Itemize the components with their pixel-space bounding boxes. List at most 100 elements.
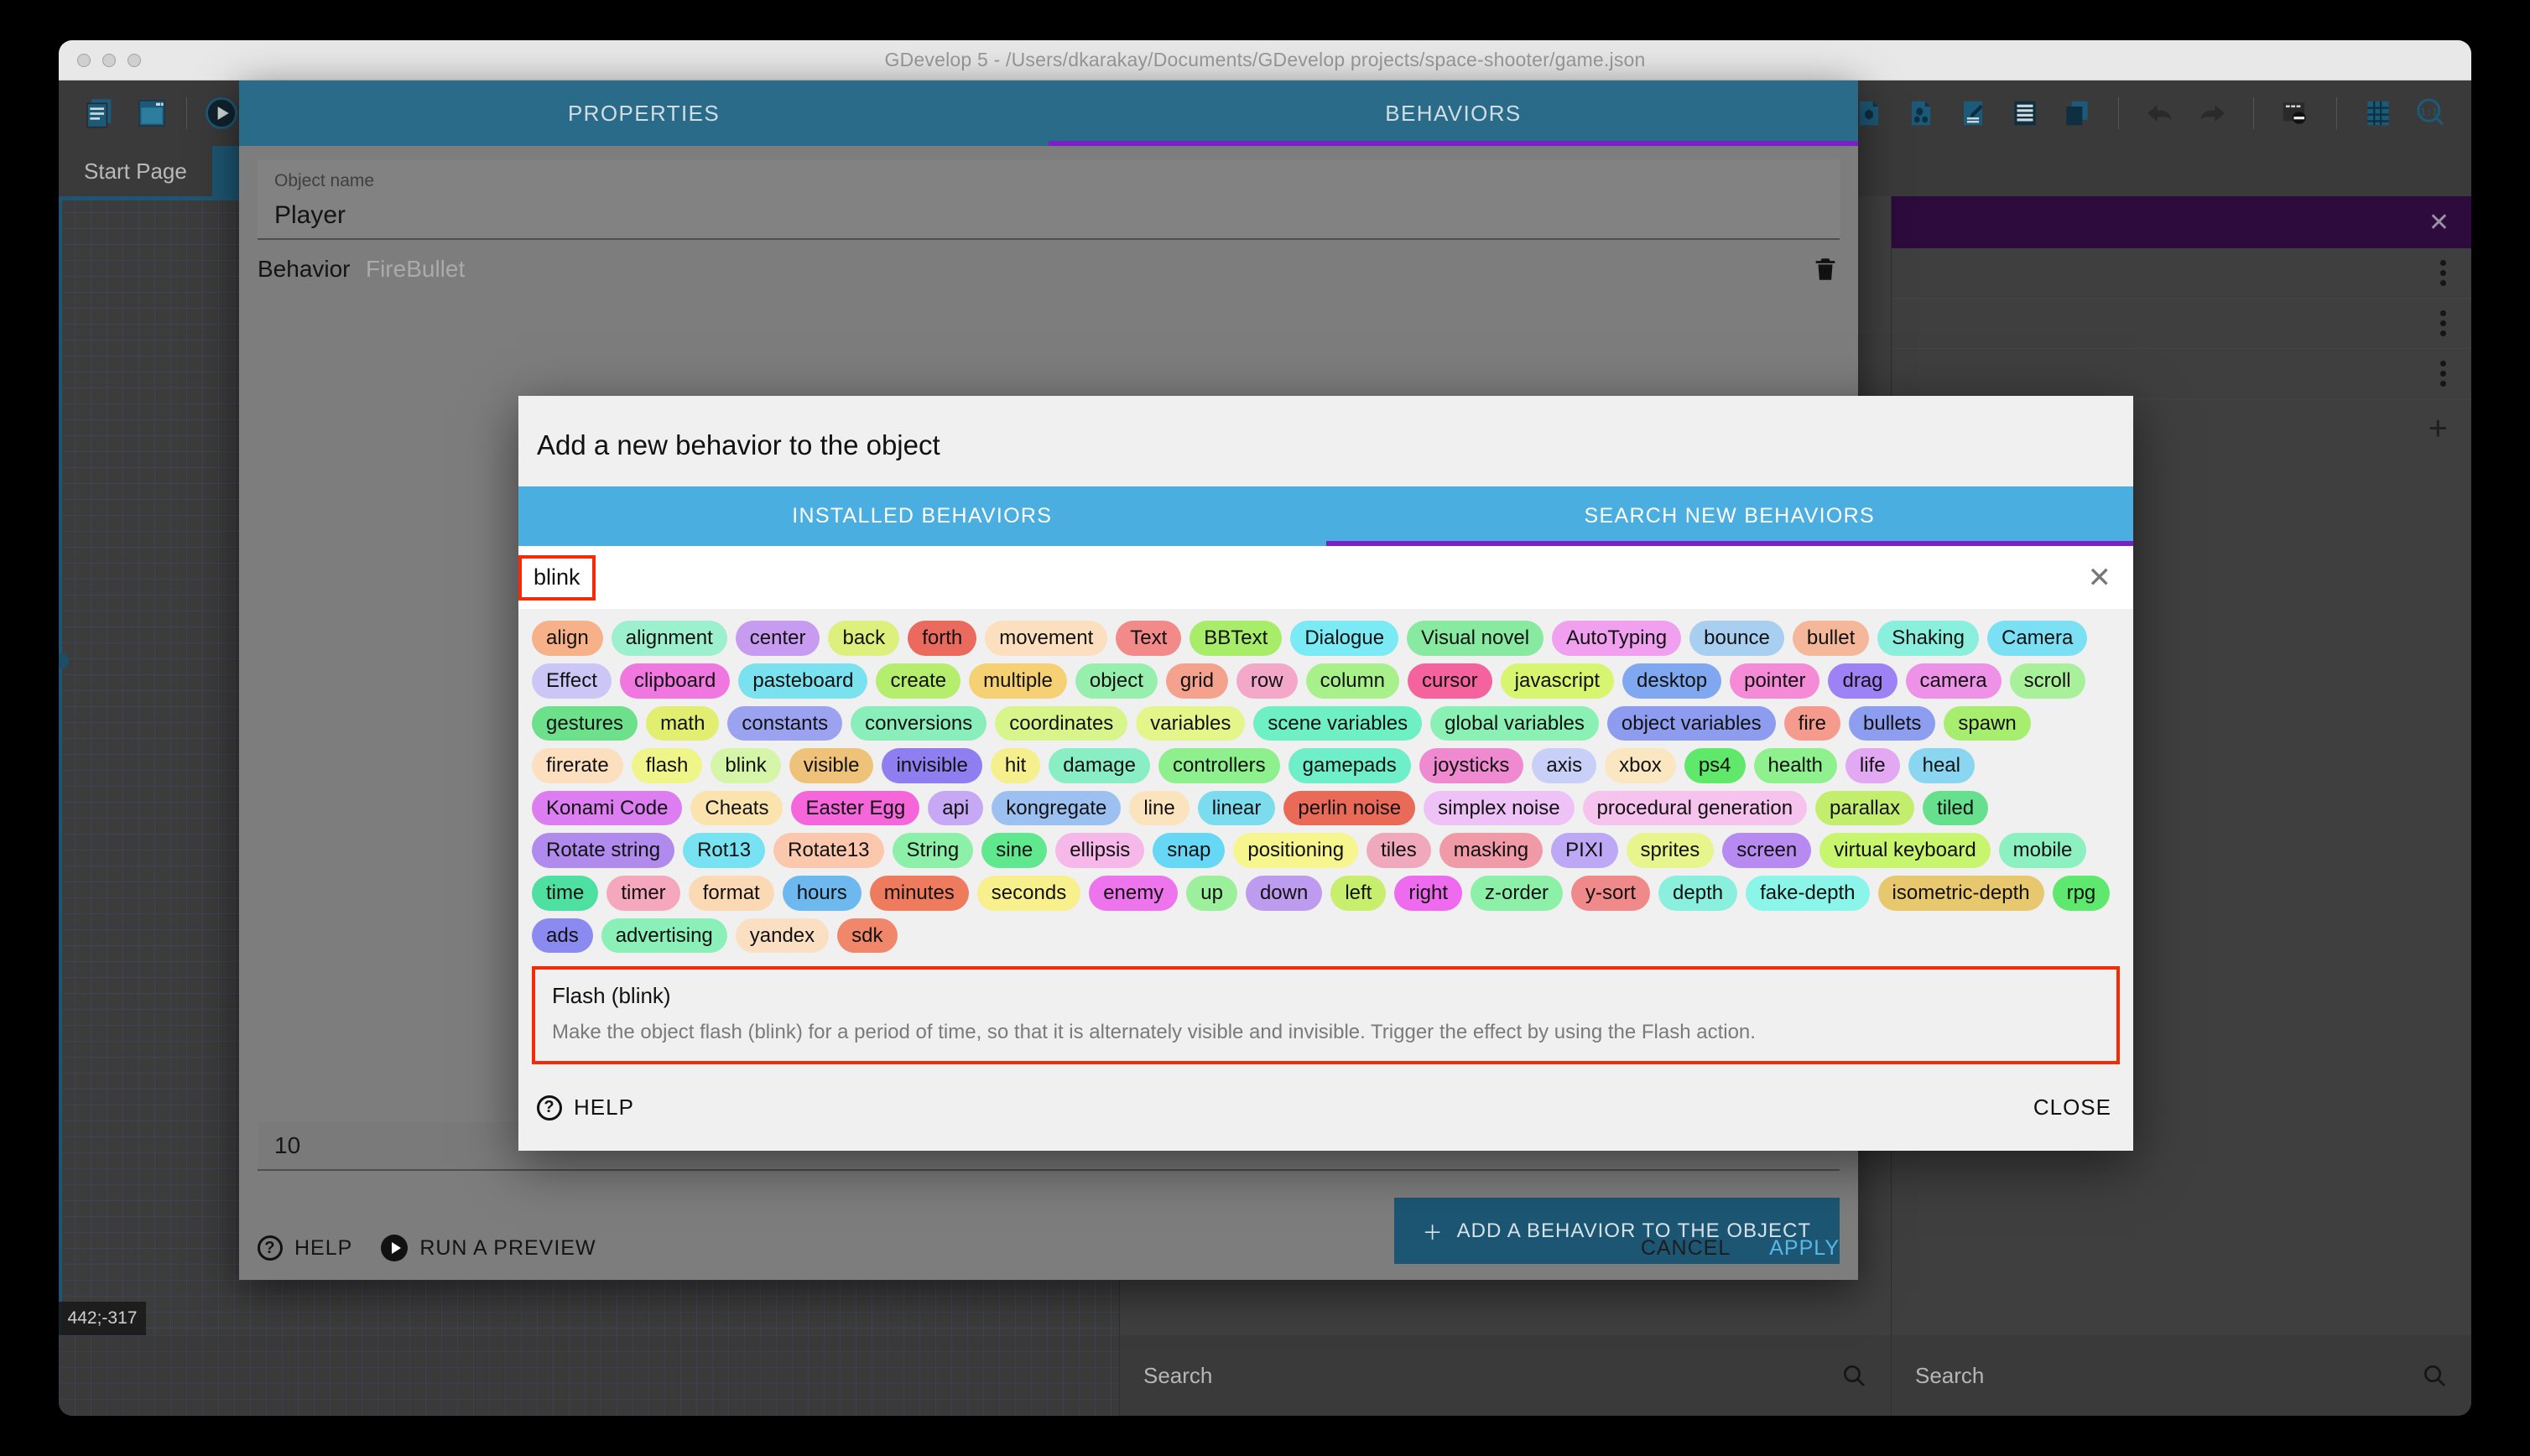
undo-icon[interactable] (2137, 91, 2183, 136)
tag-chip[interactable]: scroll (2009, 663, 2085, 699)
tab-installed-behaviors[interactable]: INSTALLED BEHAVIORS (518, 486, 1326, 546)
search-icon[interactable] (2421, 1362, 2448, 1389)
tag-chip[interactable]: gamepads (1288, 748, 1411, 783)
tag-chip[interactable]: camera (1905, 663, 2002, 699)
tag-chip[interactable]: hit (990, 748, 1041, 783)
tag-chip[interactable]: align (532, 621, 603, 656)
tag-chip[interactable]: fire (1783, 705, 1840, 741)
tag-chip[interactable]: minutes (869, 875, 969, 911)
tag-chip[interactable]: hours (782, 875, 862, 911)
tab-properties[interactable]: PROPERTIES (239, 81, 1049, 146)
tag-chip[interactable]: yandex (735, 918, 830, 954)
scene-editor-icon[interactable] (129, 91, 174, 136)
tag-chip[interactable]: y-sort (1571, 875, 1651, 911)
tag-chip[interactable]: advertising (601, 918, 727, 954)
kebab-menu-icon[interactable] (2440, 361, 2446, 387)
kebab-menu-icon[interactable] (2440, 260, 2446, 286)
group-row[interactable] (1892, 248, 2471, 299)
tag-chip[interactable]: line (1129, 790, 1190, 826)
tag-chip[interactable]: pasteboard (738, 663, 868, 699)
maximize-window-button[interactable] (128, 53, 141, 67)
tag-chip[interactable]: Rotate string (532, 833, 675, 868)
tag-chip[interactable]: tiled (1923, 790, 1989, 826)
tag-chip[interactable]: damage (1049, 748, 1150, 783)
tag-chip[interactable]: ads (532, 918, 593, 954)
apply-button[interactable]: APPLY (1769, 1235, 1840, 1260)
tag-chip[interactable]: perlin noise (1283, 790, 1416, 826)
tag-chip[interactable]: Shaking (1877, 621, 1979, 656)
tag-chip[interactable]: bullets (1849, 705, 1936, 741)
close-icon[interactable]: ✕ (2087, 561, 2112, 594)
object-name-field[interactable]: Object name Player (258, 159, 1840, 240)
tag-chip[interactable]: sdk (837, 918, 898, 954)
tag-chip[interactable]: bullet (1792, 621, 1870, 656)
tag-chip[interactable]: axis (1532, 748, 1597, 783)
tag-chip[interactable]: snap (1153, 833, 1226, 868)
tag-chip[interactable]: z-order (1471, 875, 1564, 911)
objects-search-field[interactable]: Search (1119, 1335, 1891, 1416)
tag-chip[interactable]: joysticks (1419, 748, 1524, 783)
tag-chip[interactable]: column (1305, 663, 1399, 699)
cancel-button[interactable]: CANCEL (1640, 1235, 1731, 1260)
tag-chip[interactable]: Rotate13 (773, 833, 884, 868)
tag-chip[interactable]: desktop (1622, 663, 1722, 699)
kebab-menu-icon[interactable] (2440, 310, 2446, 336)
close-window-button[interactable] (77, 53, 91, 67)
new-object-icon[interactable] (1846, 91, 1892, 136)
tag-chip[interactable]: up (1186, 875, 1237, 911)
group-row[interactable] (1892, 299, 2471, 349)
tab-behaviors[interactable]: BEHAVIORS (1049, 81, 1858, 146)
trash-icon[interactable] (1811, 255, 1840, 283)
tag-chip[interactable]: life (1845, 748, 1900, 783)
tag-chip[interactable]: gestures (532, 705, 638, 741)
tag-chip[interactable]: Rot13 (683, 833, 766, 868)
tag-chip[interactable]: mobile (1998, 833, 2087, 868)
tag-chip[interactable]: Camera (1986, 621, 2088, 656)
tag-chip[interactable]: seconds (976, 875, 1081, 911)
tag-chip[interactable]: object variables (1606, 705, 1776, 741)
hide-instances-icon[interactable] (2272, 91, 2318, 136)
tag-chip[interactable]: PIXI (1551, 833, 1618, 868)
tag-chip[interactable]: Konami Code (532, 790, 683, 826)
add-behavior-button[interactable]: ＋ ADD A BEHAVIOR TO THE OBJECT (1393, 1198, 1840, 1264)
tag-chip[interactable]: api (928, 790, 984, 826)
edit-object-icon[interactable] (1950, 91, 1996, 136)
search-input[interactable]: blink (518, 554, 596, 601)
tag-chip[interactable]: pointer (1730, 663, 1820, 699)
tag-chip[interactable]: time (532, 875, 599, 911)
help-button[interactable]: ? HELP (258, 1235, 352, 1261)
tag-chip[interactable]: alignment (611, 621, 727, 656)
tag-chip[interactable]: Cheats (690, 790, 783, 826)
tag-chip[interactable]: ellipsis (1055, 833, 1145, 868)
tab-search-new-behaviors[interactable]: SEARCH NEW BEHAVIORS (1326, 486, 2134, 546)
new-object-from-asset-icon[interactable] (1898, 91, 1944, 136)
tag-chip[interactable]: BBText (1190, 621, 1283, 656)
redo-icon[interactable] (2189, 91, 2235, 136)
tag-chip[interactable]: Easter Egg (791, 790, 920, 826)
tag-chip[interactable]: Dialogue (1290, 621, 1399, 656)
minimize-window-button[interactable] (102, 53, 116, 67)
tag-chip[interactable]: multiple (969, 663, 1067, 699)
tag-chip[interactable]: String (892, 833, 974, 868)
tag-chip[interactable]: sprites (1626, 833, 1715, 868)
behavior-item-row[interactable]: Behavior FireBullet (258, 255, 1840, 283)
tag-chip[interactable]: tiles (1367, 833, 1431, 868)
tag-chip[interactable]: invisible (882, 748, 982, 783)
tag-chip[interactable]: spawn (1944, 705, 2031, 741)
tag-chip[interactable]: health (1753, 748, 1837, 783)
close-button[interactable]: CLOSE (2033, 1095, 2111, 1121)
tag-chip[interactable]: simplex noise (1424, 790, 1575, 826)
tag-chip[interactable]: grid (1165, 663, 1228, 699)
tag-chip[interactable]: bounce (1689, 621, 1784, 656)
help-button[interactable]: ? HELP (537, 1095, 634, 1121)
group-row[interactable] (1892, 349, 2471, 399)
tag-chip[interactable]: constants (727, 705, 843, 741)
tag-chip[interactable]: object (1075, 663, 1158, 699)
tag-chip[interactable]: right (1394, 875, 1463, 911)
tag-chip[interactable]: visible (789, 748, 874, 783)
tag-chip[interactable]: procedural generation (1582, 790, 1808, 826)
tag-chip[interactable]: format (688, 875, 774, 911)
tag-chip[interactable]: movement (985, 621, 1108, 656)
tag-chip[interactable]: down (1245, 875, 1323, 911)
tag-chip[interactable]: center (735, 621, 820, 656)
